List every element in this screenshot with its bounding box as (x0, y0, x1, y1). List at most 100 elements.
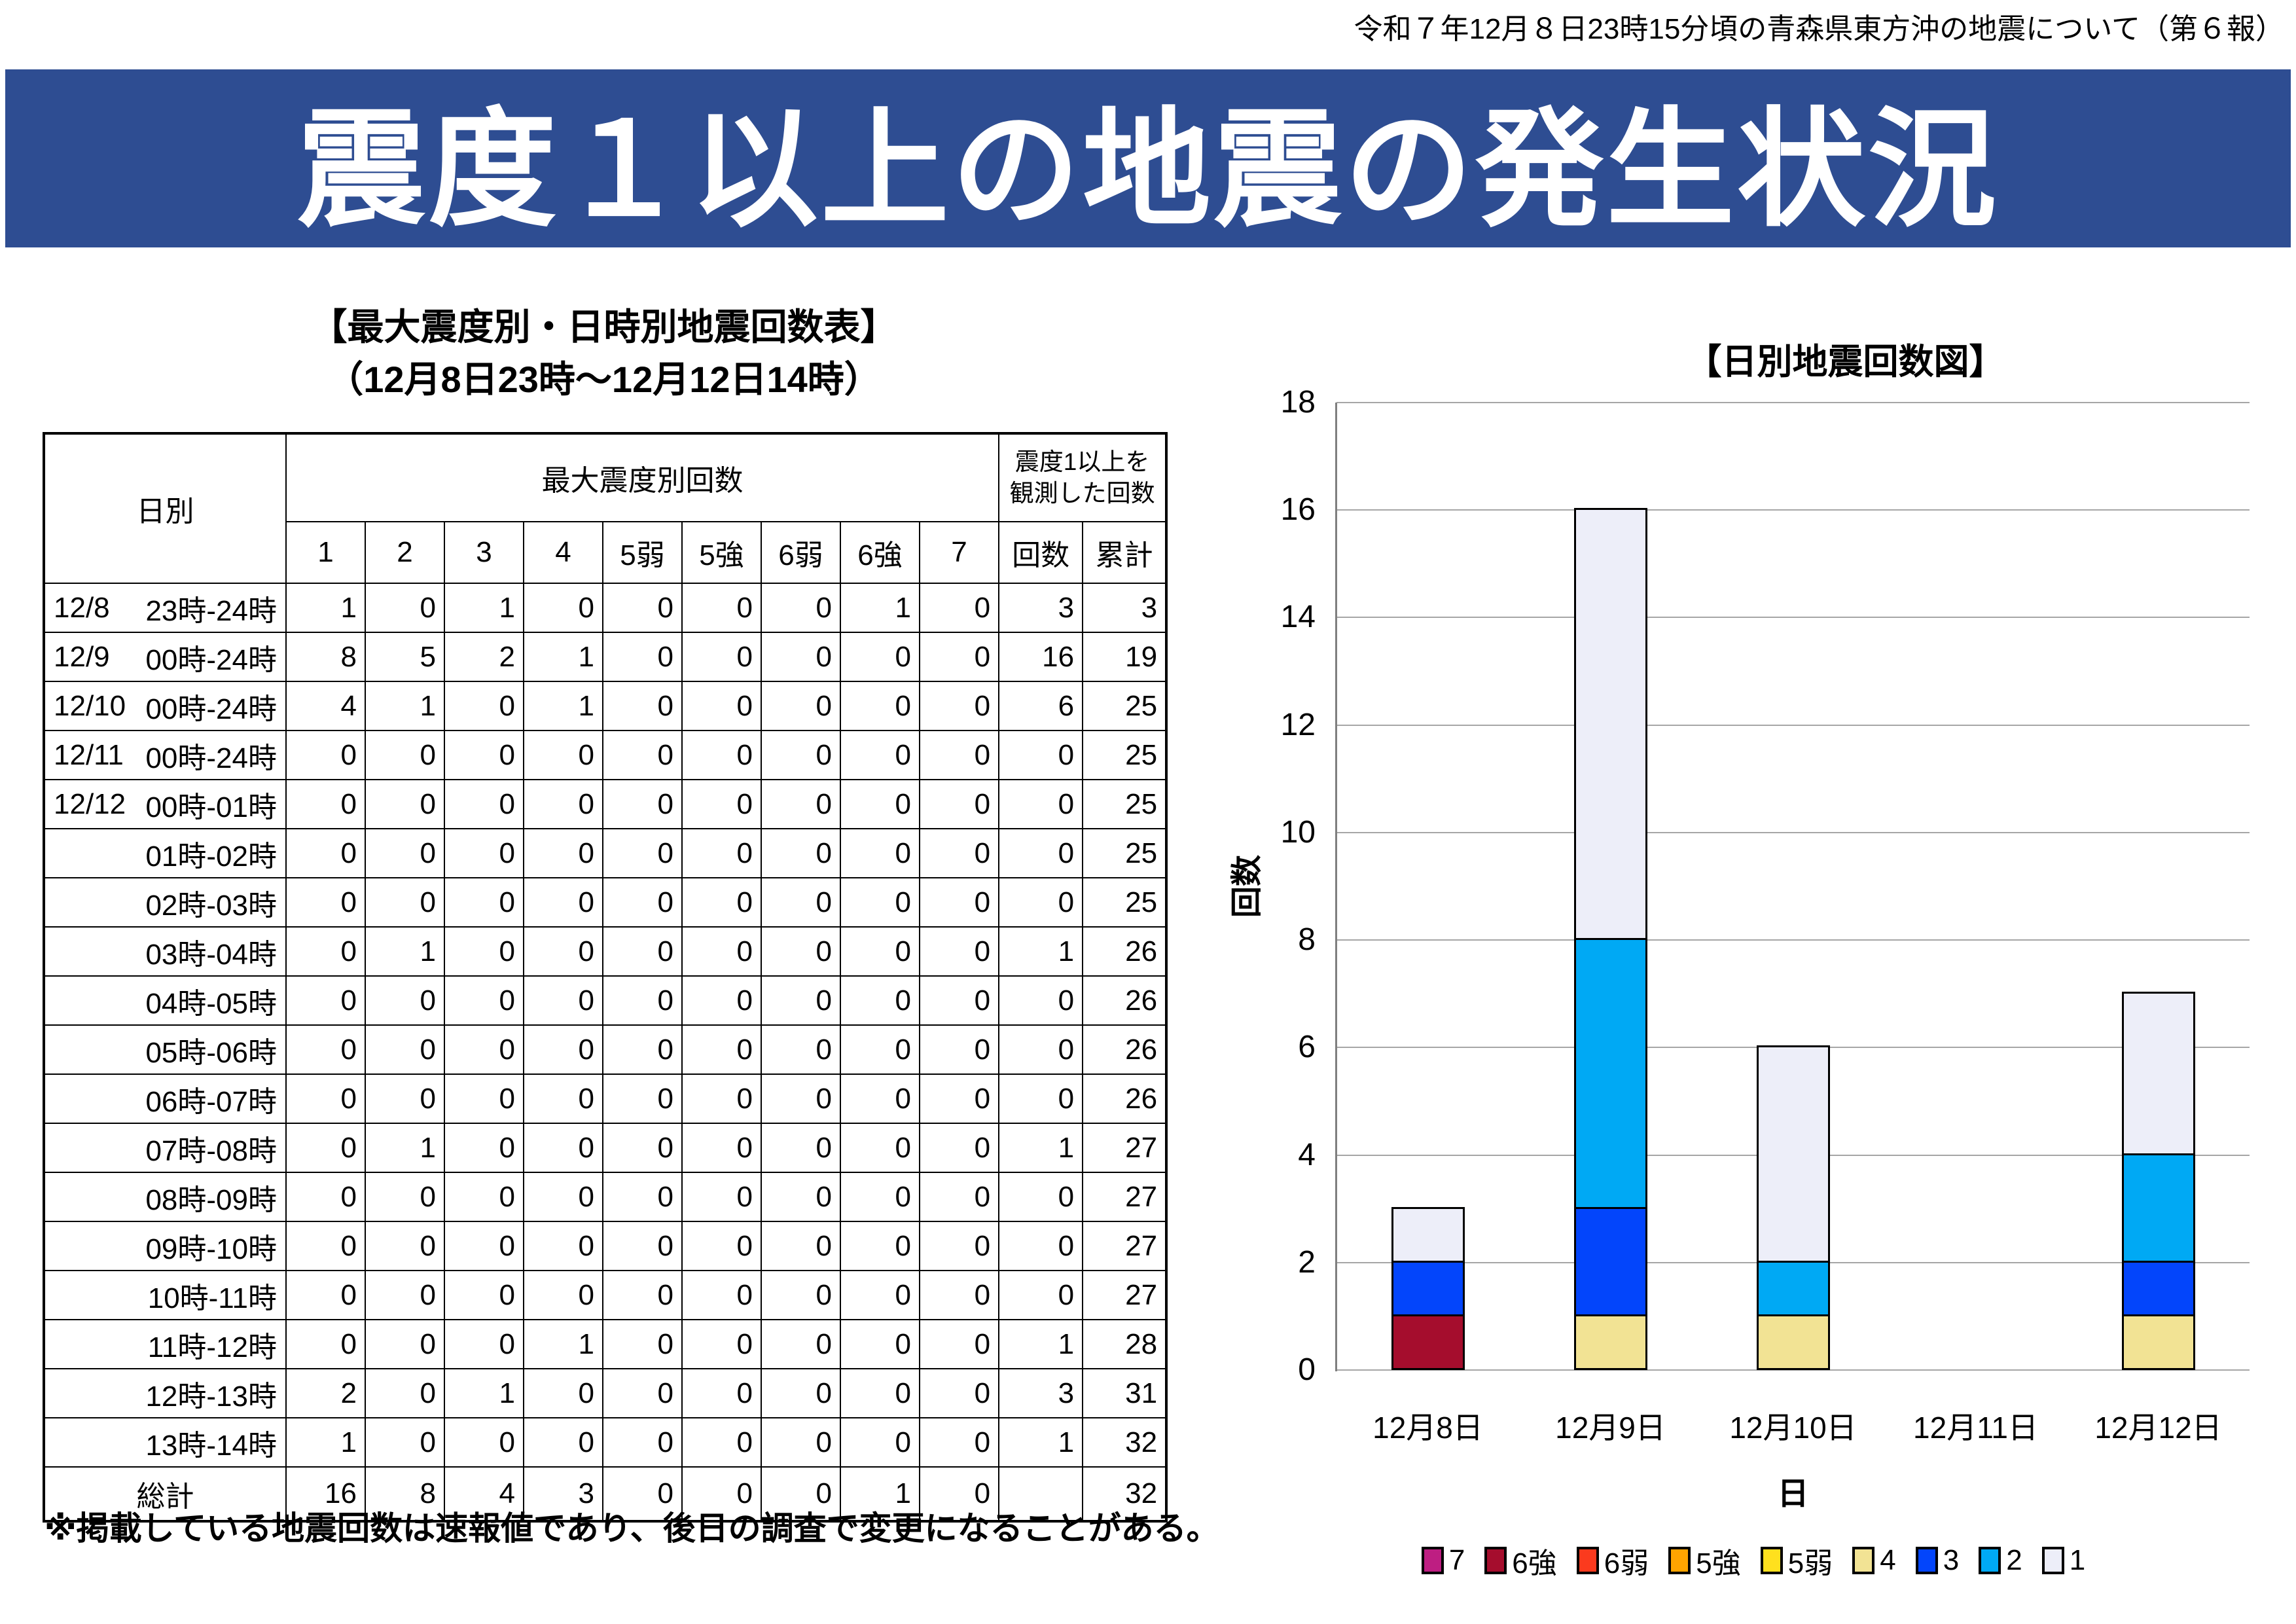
footnote: ※掲載している地震回数は速報値であり、後日の調査で変更になることがある。 (45, 1510, 1219, 1547)
legend-label: 5強 (1696, 1547, 1741, 1579)
row-date: 12/8 (54, 591, 110, 624)
observed-count-cell: 0 (998, 975, 1084, 1026)
intensity-count-cell: 0 (365, 730, 445, 780)
x-tick-label: 12月8日 (1372, 1411, 1483, 1445)
intensity-count-cell: 1 (365, 1123, 445, 1173)
table-row: 04時-05時 0 0 0 0 0 0 0 0 0 0 26 (43, 975, 1168, 1026)
intensity-count-cell: 0 (602, 779, 683, 829)
row-time: 05時-06時 (145, 1036, 277, 1069)
intensity-count-cell: 0 (761, 877, 841, 928)
observed-count-cell: 0 (998, 828, 1084, 878)
row-label-text: 12/12 00時-01時 (46, 784, 285, 825)
legend-item: 4 (1852, 1544, 1896, 1577)
intensity-count-cell: 0 (444, 1319, 524, 1369)
total-intensity-count-cell: 4 (444, 1466, 524, 1522)
row-label-text: 13時-14時 (46, 1422, 285, 1464)
row-label-cell: 03時-04時 (43, 926, 287, 977)
legend-swatch-2 (1979, 1547, 2001, 1574)
observed-count-cell: 0 (998, 1172, 1084, 1222)
intensity-count-cell: 0 (523, 583, 603, 633)
cumulative-count-cell: 27 (1082, 1123, 1168, 1173)
table-row: 12/8 23時-24時 1 0 1 0 0 0 0 1 0 3 3 (43, 583, 1168, 633)
intensity-count-cell: 0 (840, 1024, 920, 1075)
total-label-cell: 総計 (43, 1466, 287, 1522)
intensity-count-cell: 0 (761, 1123, 841, 1173)
row-label-text: 07時-08時 (46, 1127, 285, 1169)
intensity-count-cell: 1 (365, 926, 445, 977)
intensity-count-cell: 0 (918, 975, 1000, 1026)
table-row: 01時-02時 0 0 0 0 0 0 0 0 0 0 25 (43, 828, 1168, 878)
table-row: 12時-13時 2 0 1 0 0 0 0 0 0 3 31 (43, 1368, 1168, 1418)
row-date: 12/12 (54, 787, 126, 820)
observed-count-cell: 0 (998, 1221, 1084, 1271)
intensity-count-cell: 0 (918, 1221, 1000, 1271)
intensity-count-cell: 0 (365, 1270, 445, 1320)
row-time: 10時-11時 (147, 1282, 277, 1314)
intensity-count-cell: 0 (444, 779, 524, 829)
intensity-count-cell: 0 (365, 1172, 445, 1222)
row-label-cell: 12/8 23時-24時 (43, 583, 287, 633)
table-row: 12/12 00時-01時 0 0 0 0 0 0 0 0 0 0 25 (43, 779, 1168, 829)
total-observed-count-cell (998, 1466, 1084, 1522)
intensity-count-cell: 2 (444, 632, 524, 682)
bar-segment-intensity-6強 (1391, 1314, 1465, 1370)
intensity-count-cell: 1 (285, 1417, 366, 1468)
intensity-count-cell: 0 (840, 1417, 920, 1468)
row-time: 13時-14時 (145, 1429, 277, 1462)
intensity-count-cell: 0 (681, 583, 762, 633)
row-label-text: 02時-03時 (46, 882, 285, 924)
intensity-count-cell: 0 (523, 1172, 603, 1222)
row-label-text: 12/9 00時-24時 (46, 636, 285, 678)
y-tick-label: 12 (1280, 707, 1316, 742)
observed-count-cell: 1 (998, 1123, 1084, 1173)
intensity-count-cell: 0 (918, 779, 1000, 829)
row-time: 04時-05時 (145, 987, 277, 1020)
observed-count-cell: 1 (998, 1417, 1084, 1468)
intensity-count-cell: 0 (602, 877, 683, 928)
intensity-count-cell: 1 (444, 1368, 524, 1418)
intensity-count-cell: 0 (840, 1074, 920, 1124)
intensity-count-cell: 0 (602, 1074, 683, 1124)
row-label-cell: 04時-05時 (43, 975, 287, 1026)
row-label-cell: 11時-12時 (43, 1319, 287, 1369)
total-intensity-count-cell: 1 (840, 1466, 920, 1522)
intensity-count-cell: 0 (523, 1123, 603, 1173)
intensity-count-cell: 0 (285, 1074, 366, 1124)
intensity-count-cell: 0 (918, 1270, 1000, 1320)
intensity-count-cell: 1 (444, 583, 524, 633)
intensity-count-cell: 0 (285, 779, 366, 829)
intensity-count-cell: 0 (602, 632, 683, 682)
intensity-count-cell: 0 (523, 1221, 603, 1271)
row-label-text: 11時-12時 (46, 1324, 285, 1365)
y-tick-label: 2 (1298, 1244, 1316, 1280)
intensity-count-cell: 0 (285, 975, 366, 1026)
bar-segment-intensity-3 (2121, 1260, 2195, 1316)
bar-segment-intensity-1 (2121, 992, 2195, 1155)
intensity-count-cell: 0 (444, 1417, 524, 1468)
intensity-count-cell: 0 (523, 975, 603, 1026)
intensity-count-cell: 0 (444, 828, 524, 878)
intensity-count-cell: 0 (444, 877, 524, 928)
col-header-intensity-7: 7 (918, 521, 1000, 584)
intensity-count-cell: 0 (602, 828, 683, 878)
intensity-count-cell: 0 (840, 779, 920, 829)
cumulative-count-cell: 27 (1082, 1172, 1168, 1222)
row-label-cell: 13時-14時 (43, 1417, 287, 1468)
table-row: 05時-06時 0 0 0 0 0 0 0 0 0 0 26 (43, 1024, 1168, 1075)
bar-segment-intensity-3 (1391, 1260, 1465, 1316)
intensity-count-cell: 0 (681, 779, 762, 829)
observed-count-cell: 16 (998, 632, 1084, 682)
y-tick-label: 10 (1280, 814, 1316, 850)
intensity-count-cell: 0 (285, 1123, 366, 1173)
plot-area (1335, 402, 2250, 1371)
col-header-count: 回数 (998, 521, 1084, 584)
y-axis-title: 回数 (1230, 854, 1265, 918)
bar-segment-intensity-2 (2121, 1153, 2195, 1263)
intensity-count-cell: 0 (444, 1123, 524, 1173)
intensity-count-cell: 0 (285, 1319, 366, 1369)
intensity-count-cell: 0 (285, 730, 366, 780)
row-time: 00時-24時 (145, 742, 277, 774)
intensity-count-cell: 0 (444, 926, 524, 977)
col-header-intensity-5strong: 5強 (681, 521, 762, 584)
cumulative-count-cell: 27 (1082, 1221, 1168, 1271)
